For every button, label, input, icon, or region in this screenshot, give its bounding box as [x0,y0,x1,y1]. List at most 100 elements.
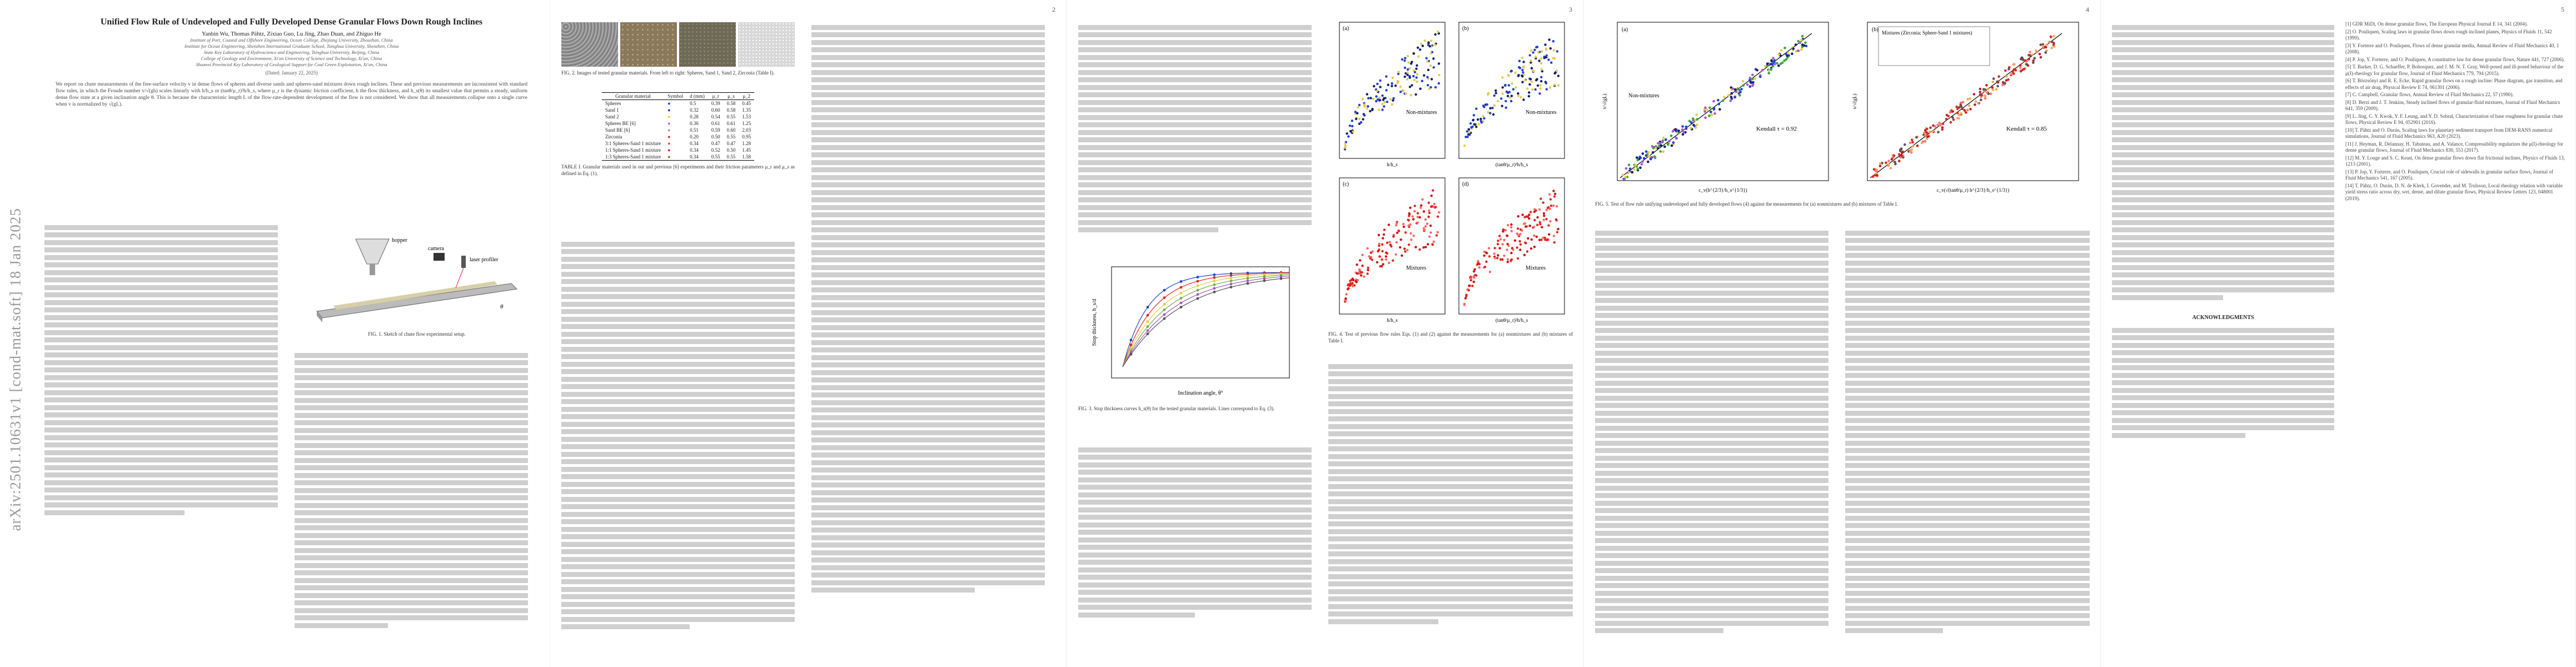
fig4-point [1500,97,1503,100]
fig4-point [1428,235,1431,238]
fig4-panel-label: (b) [1462,26,1469,32]
fig4-point [1350,283,1353,286]
fig4-point [1392,97,1395,100]
fig4-point [1535,235,1538,238]
page-2: 2 FIG. 2. Images of tested granular mate… [550,0,1067,667]
fig5-point [1663,145,1666,148]
fig4-point [1423,228,1426,231]
table-row: Spheres BE [6] ● 0.36 0.61 0.61 1.25 [602,120,754,127]
fig4-point [1501,92,1504,95]
fig4-point [1528,217,1531,220]
fig5-point [1641,152,1645,155]
fig5-point [1751,77,1754,81]
paper-date: (Dated: January 22, 2025) [265,70,318,76]
fig4-point [1430,195,1433,197]
fig4-xlabel: (tanθ/μ_r)²h/h_s [1496,317,1528,323]
fig4-point [1404,92,1407,95]
fig3-point [1196,284,1199,287]
fig3-point [1246,277,1249,280]
fig4-xlabel: h/h_s [1387,162,1398,167]
fig5-point [1911,141,1914,144]
fig5-point [1704,116,1707,119]
reference-item: [7] C. Campbell, Granular flows, Annual … [2345,92,2514,97]
fig4-point [1554,218,1558,221]
fig4-point [1483,266,1487,268]
fig4-point [1557,84,1560,87]
svg-text:θ: θ [500,303,504,310]
fig5-point [1767,72,1770,74]
fig5-point [1657,142,1660,145]
fig5-unified-flow-rule: (a) Kendall τ = 0.92 c_v(h^{2/3}/h_s^{1/3}… [1602,22,2079,193]
fig4-point [1426,76,1429,78]
fig4-point [1416,221,1419,224]
fig4-point [1496,257,1499,260]
fig4-point [1532,51,1534,54]
fig5-point [1727,93,1730,97]
page-number: 2 [1052,6,1055,13]
fig4-point [1509,226,1513,229]
table1-caption: TABLE I. Granular materials used in our … [561,164,795,176]
fig4-flow-rule-panels: (a) Non-mixtures h/h_s (b) Non-mixtures (tanθ… [1339,22,1565,323]
fig4-point [1428,211,1431,215]
fig4-point [1432,205,1435,208]
fig5-point [1748,85,1752,88]
fig3-point [1163,288,1166,292]
fig4-point [1416,46,1419,49]
fig3-point [1229,276,1233,280]
fig4-point [1514,71,1517,74]
fig4-point [1383,101,1386,104]
fig5-point [1706,108,1708,111]
fig5-point [1639,166,1642,170]
fig5-point [1875,170,1878,173]
fig4-point [1437,30,1439,33]
fig4-point [1347,283,1350,286]
fig5-point [2004,69,2007,72]
fig4-point [1552,190,1555,192]
fig5-fit-line [1620,33,1812,178]
fig4-point [1483,250,1486,253]
fig4-panel-frame [1458,22,1565,159]
fig3-point [1129,339,1133,342]
fig4-point [1506,94,1509,97]
fig5-point [1738,94,1741,97]
fig4-point [1549,47,1552,50]
fig5-point [1985,84,1988,87]
fig4-panel-frame [1339,22,1446,159]
fig4-point [1497,240,1499,242]
fig4-point [1358,268,1361,271]
fig4-point [1413,71,1417,73]
fig5-point [1960,105,1963,108]
fig4-point [1414,93,1417,96]
fig4-point [1524,241,1527,244]
fig5-point [1991,86,1994,89]
fig4-point [1535,79,1538,82]
fig5-point [1681,128,1684,131]
fig5-point [1649,157,1652,161]
fig4-point [1522,65,1525,68]
fig3-point [1196,297,1199,300]
fig4-point [1348,125,1352,127]
fig4-point [1480,121,1483,124]
fig4-point [1493,104,1496,107]
fig5-point [1636,167,1640,171]
sand1-image [620,22,677,67]
fig3-point [1246,282,1249,285]
fig4-point [1351,285,1354,287]
fig4-point [1378,96,1381,99]
table-cell: 0.59 [711,127,720,133]
fig4-point [1506,258,1509,261]
svg-text:hopper: hopper [392,237,407,243]
fig4-point [1522,61,1525,63]
table-row: 1:1 Spheres-Sand 1 mixture ● 0.34 0.52 0.50 1… [602,147,754,153]
fig5-point [1931,130,1934,133]
fig3-point [1213,276,1216,279]
table-cell: 0.95 [742,134,751,140]
fig4-point [1363,114,1366,117]
fig5-point [2048,41,2051,44]
fig5-point [1797,39,1800,43]
fig5-point [2052,35,2055,38]
fig4-point [1406,71,1409,74]
fig4-point [1437,82,1441,85]
fig4-point [1545,218,1548,221]
fig5-point [1786,54,1788,57]
